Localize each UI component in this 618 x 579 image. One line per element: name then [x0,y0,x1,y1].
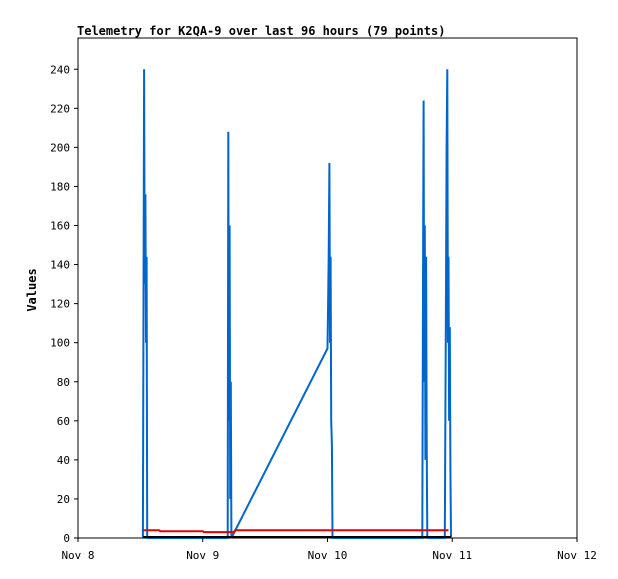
y-tick-label: 220 [50,102,70,115]
series-layer [141,69,452,539]
x-tick-label: Nov 11 [432,549,472,562]
series-line [141,69,452,539]
y-tick-label: 240 [50,63,70,76]
y-tick-label: 80 [57,376,70,389]
y-tick-label: 180 [50,180,70,193]
x-tick-label: Nov 8 [61,549,94,562]
y-tick-label: 140 [50,259,70,272]
x-tick-label: Nov 12 [557,549,597,562]
y-tick-label: 100 [50,337,70,350]
y-tick-label: 40 [57,454,70,467]
y-tick-label: 60 [57,415,70,428]
y-tick-label: 200 [50,141,70,154]
y-axis-label: Values [25,268,39,311]
y-tick-label: 0 [63,532,70,545]
y-tick-label: 20 [57,493,70,506]
axis-layer: 0 20 40 60 80 100 120 140 160 180 200 220 240 Nov 8 No… [50,63,597,562]
y-tick-label: 120 [50,298,70,311]
x-tick-label: Nov 10 [308,549,348,562]
x-tick-label: Nov 9 [186,549,219,562]
series-line [142,529,449,534]
chart-title: Telemetry for K2QA-9 over last 96 hours … [77,24,445,38]
y-tick-label: 160 [50,220,70,233]
